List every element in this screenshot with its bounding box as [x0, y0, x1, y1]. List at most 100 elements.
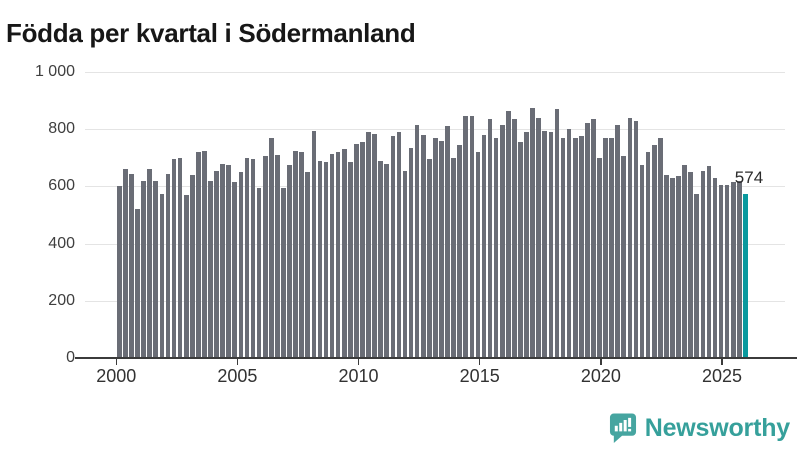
bar	[609, 137, 614, 358]
bar	[293, 150, 298, 358]
bar	[615, 124, 621, 358]
bar	[524, 132, 529, 358]
bar	[530, 107, 535, 358]
bar	[518, 142, 523, 358]
bar	[147, 169, 153, 358]
x-tick-mark	[115, 358, 117, 365]
bar	[627, 117, 633, 358]
bar	[238, 172, 244, 358]
bar	[189, 174, 195, 358]
y-tick-label: 200	[48, 291, 75, 309]
bar	[287, 164, 292, 358]
bar	[676, 176, 681, 358]
page-title: Födda per kvartal i Södermanland	[6, 18, 416, 49]
bar	[305, 172, 311, 358]
x-tick-mark	[478, 358, 481, 365]
x-tick-mark	[600, 358, 602, 365]
bar	[262, 156, 268, 358]
y-tick-label: 400	[48, 234, 75, 252]
bar	[439, 140, 444, 358]
x-tick-label: 2010	[338, 366, 379, 386]
bar	[463, 116, 469, 358]
y-tick-label: 0	[66, 349, 75, 366]
bar	[560, 137, 566, 358]
bar	[475, 152, 481, 358]
bar	[548, 132, 554, 358]
bar	[250, 159, 256, 358]
bar	[542, 130, 548, 358]
bar	[135, 209, 140, 358]
bar	[123, 169, 128, 358]
x-tick-label: 2005	[217, 366, 258, 386]
bar	[311, 130, 317, 358]
bar	[341, 149, 347, 358]
bar	[396, 132, 402, 358]
bar	[159, 193, 165, 358]
bar	[633, 120, 639, 358]
bar	[506, 110, 511, 358]
bar	[433, 137, 438, 358]
bar	[183, 194, 189, 358]
bar	[177, 157, 183, 358]
bar	[603, 137, 608, 358]
bar	[651, 144, 657, 358]
bar	[323, 162, 329, 358]
bar	[657, 137, 663, 358]
bar	[451, 157, 456, 358]
x-tick-label: 2025	[701, 366, 743, 386]
bar	[202, 150, 207, 358]
bar	[372, 133, 377, 358]
bar	[317, 160, 323, 358]
bar	[578, 136, 584, 358]
bar	[481, 134, 487, 358]
bar	[682, 164, 687, 358]
bar	[536, 117, 542, 358]
bar	[414, 124, 420, 358]
bar	[384, 163, 390, 358]
bar	[736, 180, 742, 358]
bar-highlighted	[743, 193, 748, 358]
bar	[730, 182, 736, 358]
bar	[457, 144, 463, 358]
bar	[493, 137, 499, 358]
bar	[554, 109, 560, 358]
bar	[360, 142, 365, 358]
x-tick-label: 2015	[459, 366, 500, 386]
gridline	[85, 72, 785, 73]
bar	[347, 162, 353, 358]
bar	[214, 170, 219, 358]
bar	[712, 177, 718, 358]
bar	[694, 193, 700, 358]
newsworthy-logo-text: Newsworthy	[644, 413, 790, 442]
bar	[275, 154, 280, 358]
newsworthy-logo[interactable]: Newsworthy	[609, 413, 790, 443]
bar	[445, 126, 450, 358]
bar	[512, 119, 517, 358]
bar	[585, 123, 590, 358]
bar	[566, 129, 572, 358]
bar	[670, 177, 675, 358]
bar	[469, 116, 475, 358]
bar	[420, 134, 426, 358]
bar	[378, 160, 383, 358]
bar	[335, 152, 341, 358]
bar	[268, 137, 274, 358]
bar	[706, 166, 712, 358]
bar	[621, 156, 627, 358]
y-tick-label: 800	[48, 120, 75, 138]
bar	[299, 152, 304, 358]
bar	[664, 174, 669, 358]
bar	[390, 136, 396, 358]
bar	[220, 163, 225, 358]
bar	[354, 143, 359, 358]
bar	[208, 180, 213, 358]
bar	[329, 153, 335, 358]
bar	[165, 173, 171, 358]
x-axis-line	[75, 357, 797, 359]
last-value-label: 574	[734, 167, 764, 187]
bar	[117, 186, 122, 358]
x-tick-label: 2020	[580, 366, 621, 386]
bar	[591, 119, 596, 358]
bar	[426, 159, 432, 358]
bar	[256, 187, 262, 358]
